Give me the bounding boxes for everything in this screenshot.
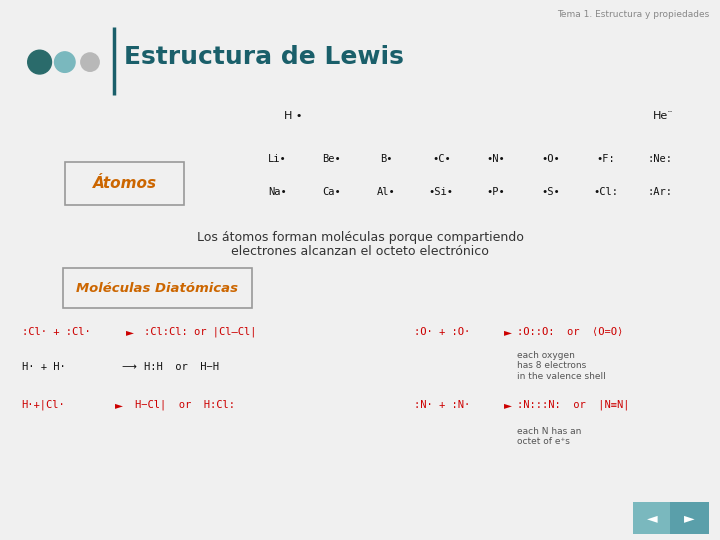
Text: :O· + :O·: :O· + :O·: [414, 327, 470, 337]
Text: each oxygen
has 8 electrons
in the valence shell: each oxygen has 8 electrons in the valen…: [517, 351, 606, 381]
Text: ►: ►: [126, 327, 134, 337]
Text: Tema 1. Estructura y propiedades: Tema 1. Estructura y propiedades: [557, 10, 709, 19]
Text: :N:::N:  or  |N≡N|: :N:::N: or |N≡N|: [517, 400, 629, 410]
Text: H •: H •: [284, 111, 303, 121]
Text: Be•: Be•: [323, 154, 341, 164]
Text: :Ne:: :Ne:: [648, 154, 672, 164]
Text: :Cl:Cl: or |Cl—Cl|: :Cl:Cl: or |Cl—Cl|: [144, 327, 256, 338]
Text: Moléculas Diatómicas: Moléculas Diatómicas: [76, 282, 238, 295]
Ellipse shape: [55, 52, 75, 72]
Text: Átomos: Átomos: [92, 176, 157, 191]
Text: •N•: •N•: [487, 154, 505, 164]
Text: ►: ►: [685, 511, 695, 525]
Text: :Ar:: :Ar:: [648, 187, 672, 197]
Text: ►: ►: [115, 400, 123, 410]
FancyBboxPatch shape: [633, 502, 672, 534]
Text: :N· + :N·: :N· + :N·: [414, 400, 470, 410]
Text: ◄: ◄: [647, 511, 657, 525]
Text: •C•: •C•: [432, 154, 451, 164]
Text: Na•: Na•: [268, 187, 287, 197]
Text: •S•: •S•: [541, 187, 560, 197]
Text: •P•: •P•: [487, 187, 505, 197]
Text: ►: ►: [504, 327, 512, 337]
Text: Li•: Li•: [268, 154, 287, 164]
Text: H−Cl|  or  H:Cl:: H−Cl| or H:Cl:: [135, 400, 235, 410]
Text: Ca•: Ca•: [323, 187, 341, 197]
Text: •F:: •F:: [596, 154, 615, 164]
Text: H·+|Cl·: H·+|Cl·: [22, 400, 66, 410]
Text: Estructura de Lewis: Estructura de Lewis: [124, 45, 404, 69]
Text: :O::O:  or  ⟨O=O⟩: :O::O: or ⟨O=O⟩: [517, 327, 624, 337]
Text: ⟶: ⟶: [121, 362, 136, 372]
Text: He¨: He¨: [652, 111, 673, 121]
Text: •Si•: •Si•: [429, 187, 454, 197]
Text: each N has an
octet of e⁺s: each N has an octet of e⁺s: [517, 427, 581, 446]
Text: ►: ►: [504, 400, 512, 410]
Text: Los átomos forman moléculas porque compartiendo: Los átomos forman moléculas porque compa…: [197, 231, 523, 244]
Text: Al•: Al•: [377, 187, 396, 197]
FancyBboxPatch shape: [65, 162, 184, 205]
Ellipse shape: [27, 50, 52, 74]
FancyBboxPatch shape: [670, 502, 709, 534]
Ellipse shape: [81, 53, 99, 71]
Text: :Cl· + :Cl·: :Cl· + :Cl·: [22, 327, 90, 337]
Text: H· + H·: H· + H·: [22, 362, 66, 372]
Text: •Cl:: •Cl:: [593, 187, 618, 197]
Text: B•: B•: [380, 154, 393, 164]
FancyBboxPatch shape: [63, 268, 252, 308]
Text: H:H  or  H−H: H:H or H−H: [144, 362, 219, 372]
Text: •O•: •O•: [541, 154, 560, 164]
Text: electrones alcanzan el octeto electrónico: electrones alcanzan el octeto electrónic…: [231, 245, 489, 258]
